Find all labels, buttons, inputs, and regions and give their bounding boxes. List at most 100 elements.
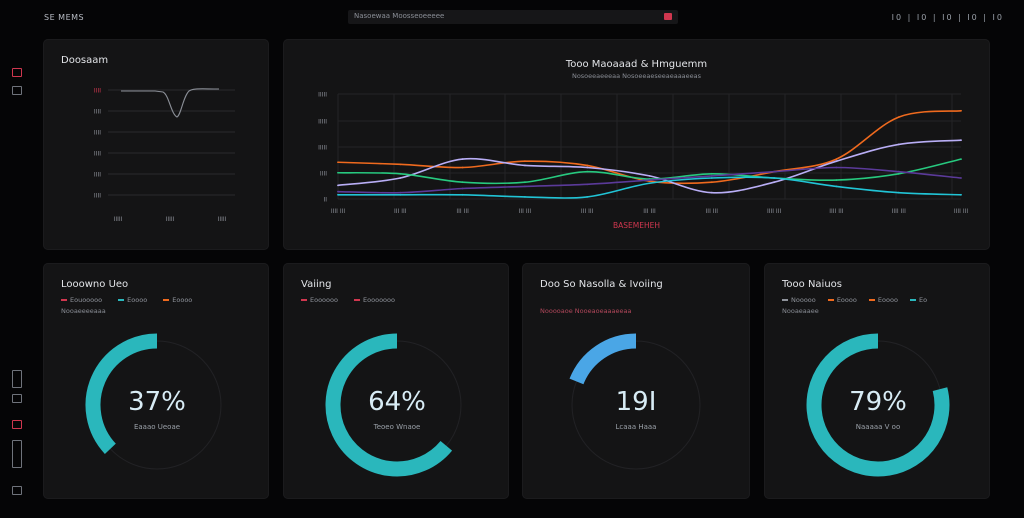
data-point bbox=[897, 170, 900, 173]
gauge-label: Teoeo Wnaoe bbox=[373, 423, 421, 431]
search-input[interactable]: Nasoewaa Moosseoeeeee bbox=[348, 10, 678, 24]
gauge: 37% Eaaao Ueoae bbox=[77, 325, 237, 485]
gauge-arc bbox=[569, 333, 637, 385]
data-point bbox=[524, 160, 526, 163]
data-point bbox=[586, 164, 589, 167]
gauge-value: 37% bbox=[128, 387, 186, 417]
data-point bbox=[835, 158, 838, 160]
legend-swatch bbox=[910, 299, 917, 301]
data-point bbox=[648, 182, 651, 185]
main-chart-panel: Tooo Maoaaad & Hmguemm Nosoeeaeeeaa Noso… bbox=[283, 39, 990, 250]
data-point bbox=[960, 158, 962, 160]
data-point bbox=[524, 181, 526, 184]
search-text: Nasoewaa Moosseoeeeee bbox=[354, 12, 445, 20]
gauge-panel-1: Looowno Ueo Eouooooo Eoooo Eoooo Nooaeee… bbox=[43, 263, 269, 499]
legend-swatch bbox=[301, 299, 307, 301]
settings-icon[interactable] bbox=[12, 440, 22, 468]
data-point bbox=[897, 116, 900, 118]
gauge-ring bbox=[85, 333, 222, 470]
data-point bbox=[960, 193, 962, 196]
list-icon[interactable] bbox=[12, 370, 22, 388]
x-tick-label: III III bbox=[643, 208, 656, 215]
app-title: SE MEMS bbox=[44, 13, 85, 22]
data-point bbox=[710, 175, 713, 177]
record-icon[interactable] bbox=[664, 13, 672, 20]
x-tick-label: III III bbox=[394, 208, 407, 215]
gauge-arc bbox=[325, 333, 453, 477]
gauge-value: 19I bbox=[615, 387, 657, 417]
data-point bbox=[960, 109, 962, 112]
legend-entry: Eoooo bbox=[172, 296, 193, 304]
legend-entry: Nooooo bbox=[791, 296, 816, 304]
gauge-label: Lcaaa Haaa bbox=[615, 423, 657, 431]
x-tick-label: III III bbox=[581, 208, 594, 215]
data-point bbox=[835, 166, 838, 169]
legend-swatch bbox=[61, 299, 67, 301]
data-point bbox=[461, 166, 464, 169]
gauge-subtitle: Nooaeaaee bbox=[782, 307, 819, 315]
x-tick-label: III III bbox=[706, 208, 719, 215]
y-tick-label: IIII bbox=[94, 130, 101, 137]
data-point bbox=[399, 191, 402, 194]
x-tick-label: IIII III bbox=[892, 208, 907, 215]
data-point bbox=[710, 181, 713, 184]
data-point bbox=[897, 191, 900, 194]
gauge: 79% Naaaaa V oo bbox=[798, 325, 958, 485]
gauge-legend: Nooooo Eoooo Eoooo Eo bbox=[782, 296, 927, 304]
gauge-legend: Eoooooo Eooooooo bbox=[301, 296, 409, 304]
gauge-value: 79% bbox=[849, 387, 907, 417]
gauge-title: Doo So Nasolla & Ivoiing bbox=[540, 279, 663, 290]
gauge-title: Tooo Naiuos bbox=[782, 279, 842, 290]
y-tick-label: II bbox=[323, 197, 327, 204]
x-tick-label: IIII III bbox=[954, 208, 969, 215]
gauge-label: Naaaaa V oo bbox=[855, 423, 901, 431]
gauge-legend: Eouooooo Eoooo Eoooo bbox=[61, 296, 206, 304]
data-point bbox=[461, 187, 464, 190]
data-point bbox=[586, 166, 589, 169]
y-tick-label: IIII bbox=[94, 151, 101, 158]
top-nav[interactable]: I0 | I0 | I0 | I0 | I0 bbox=[891, 13, 1004, 22]
data-point bbox=[773, 181, 775, 184]
gauge-title: Looowno Ueo bbox=[61, 279, 129, 290]
data-point bbox=[710, 177, 713, 179]
data-point bbox=[586, 183, 589, 186]
legend-swatch bbox=[163, 299, 170, 301]
legend-entry: Eoooo bbox=[877, 296, 898, 304]
mini-chart-title: Doosaam bbox=[61, 55, 109, 66]
data-point bbox=[461, 158, 464, 160]
gauge: 64% Teoeo Wnaoe bbox=[317, 325, 477, 485]
mini-chart-panel: Doosaam IIII IIII IIII IIII IIII IIII IIIII III… bbox=[43, 39, 269, 250]
user-icon[interactable] bbox=[12, 486, 22, 495]
dashboard-icon[interactable] bbox=[12, 68, 22, 77]
data-point bbox=[773, 170, 775, 173]
gauge-ring bbox=[569, 333, 701, 470]
legend-swatch bbox=[868, 299, 875, 301]
gauge-subtitle: Nooaeeeeaaa bbox=[61, 307, 106, 315]
x-tick-label: IIII III bbox=[767, 208, 782, 215]
legend-swatch bbox=[782, 299, 788, 301]
y-tick-label: IIIII bbox=[318, 92, 327, 99]
data-point bbox=[399, 177, 402, 179]
data-point bbox=[586, 196, 589, 198]
menu-icon[interactable] bbox=[12, 86, 22, 95]
alert-icon[interactable] bbox=[12, 420, 22, 429]
data-point bbox=[399, 163, 402, 166]
x-tick-label: IIIII bbox=[166, 216, 175, 223]
legend-swatch bbox=[827, 299, 834, 301]
legend-swatch bbox=[354, 299, 361, 301]
data-point bbox=[835, 160, 838, 163]
main-chart-title: Tooo Maoaaad & Hmguemm bbox=[565, 59, 708, 70]
data-point bbox=[648, 175, 651, 177]
legend-entry: Eooooooo bbox=[363, 296, 395, 304]
gauge-panel-3: Doo So Nasolla & Ivoiing Nooooaoe Nooeao… bbox=[522, 263, 750, 499]
data-point bbox=[461, 181, 464, 184]
x-tick-label: IIII III bbox=[829, 208, 844, 215]
data-point bbox=[337, 193, 339, 196]
data-point bbox=[399, 172, 402, 175]
data-point bbox=[648, 179, 651, 182]
data-point bbox=[710, 172, 713, 175]
grid-icon[interactable] bbox=[12, 394, 22, 403]
data-point bbox=[960, 139, 962, 142]
legend-swatch bbox=[118, 299, 125, 301]
